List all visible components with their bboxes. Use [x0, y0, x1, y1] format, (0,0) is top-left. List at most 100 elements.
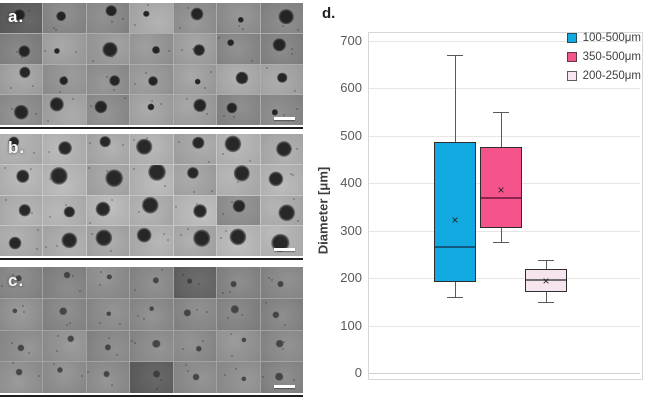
tile-grid-b: [0, 134, 303, 256]
micro-tile: [130, 164, 173, 195]
speckle: [55, 350, 58, 353]
whisker-cap-upper: [538, 260, 554, 262]
speckle: [290, 172, 293, 175]
speckle: [174, 205, 177, 208]
speckle: [240, 313, 243, 316]
speckle: [31, 85, 34, 88]
speckle: [231, 354, 234, 357]
speckle: [276, 237, 279, 240]
speckle: [118, 323, 121, 326]
spheroid-blob: [103, 370, 111, 378]
micro-tile: [173, 195, 217, 226]
mean-marker: ×: [451, 213, 459, 228]
speckle: [156, 387, 159, 390]
spheroid-blob: [136, 227, 152, 243]
micro-tile: [173, 164, 217, 195]
spheroid-blob: [13, 104, 29, 120]
scale-bar-icon: [274, 385, 295, 388]
spheroid-blob: [141, 197, 159, 214]
micro-tile: [173, 226, 217, 256]
spheroid-blob: [19, 66, 31, 79]
spheroid-blob: [58, 140, 73, 155]
micro-tile: [43, 33, 86, 64]
micro-tile: [130, 95, 173, 125]
micro-tile: [217, 298, 260, 330]
speckle: [187, 6, 190, 9]
speckle: [166, 239, 169, 242]
legend-swatch-icon: [566, 71, 577, 81]
spheroid-blob: [63, 206, 76, 218]
plot-frame: [368, 32, 643, 380]
spheroid-blob: [148, 305, 155, 312]
micro-tile: [86, 195, 130, 226]
spheroid-blob: [276, 72, 288, 83]
spheroid-blob: [15, 275, 22, 282]
panel-b: b.: [0, 134, 303, 260]
speckle: [11, 362, 14, 365]
speckle: [35, 248, 38, 251]
micro-tile: [86, 298, 130, 330]
micro-tile: [173, 3, 217, 33]
gridline: [369, 41, 640, 42]
speckle: [233, 116, 236, 119]
speckle: [161, 269, 164, 272]
gridline: [369, 135, 640, 137]
spheroid-blob: [152, 339, 161, 349]
micro-tile: [0, 64, 43, 95]
speckle: [290, 148, 293, 151]
spheroid-blob: [226, 102, 238, 114]
speckle: [111, 383, 114, 386]
mean-marker: ×: [542, 273, 550, 288]
micro-tile: [43, 164, 86, 195]
speckle: [60, 151, 62, 154]
micro-tile: [217, 330, 260, 362]
micro-tile: [0, 226, 43, 256]
speckle: [267, 277, 270, 280]
micro-tile: [260, 226, 303, 256]
spheroid-blob: [230, 280, 238, 288]
spheroid-blob: [15, 169, 30, 183]
spheroid-blob: [186, 278, 193, 284]
speckle: [48, 151, 51, 154]
speckle: [158, 51, 161, 54]
micro-tile: [43, 95, 86, 125]
spheroid-blob: [49, 96, 65, 112]
micro-tile: [260, 267, 303, 298]
spheroid-blob: [50, 166, 69, 185]
speckle: [115, 354, 118, 357]
legend-swatch-icon: [566, 52, 577, 62]
micro-tile: [173, 362, 217, 393]
speckle: [21, 304, 24, 307]
median-line: [481, 196, 521, 199]
y-tick-label: 200: [340, 270, 362, 286]
spheroid-blob: [56, 11, 67, 21]
speckle: [113, 89, 116, 92]
speckle: [1, 284, 4, 287]
legend: 100-500μm 350-500μm 200-250μm: [566, 32, 641, 82]
speckle: [100, 271, 103, 274]
spheroid-blob: [277, 280, 284, 288]
gridline: [369, 278, 640, 280]
micro-tile: [260, 64, 303, 95]
speckle: [43, 50, 46, 53]
speckle: [110, 250, 113, 253]
speckle: [163, 184, 166, 187]
spheroid-blob: [105, 169, 124, 187]
speckle: [198, 283, 201, 286]
speckle: [146, 137, 149, 140]
speckle: [210, 189, 213, 192]
micro-tile: [43, 134, 86, 164]
micro-tile: [43, 267, 86, 298]
speckle: [92, 60, 95, 63]
micro-tile: [260, 3, 303, 33]
y-tick-label: 700: [340, 33, 362, 48]
spheroid-blob: [192, 44, 205, 56]
spheroid-blob: [95, 201, 111, 217]
spheroid-blob: [18, 45, 31, 58]
speckle: [227, 316, 230, 319]
speckle: [80, 374, 83, 377]
micro-tile: [260, 298, 303, 330]
micro-tile: [86, 330, 130, 362]
speckle: [181, 348, 184, 351]
micro-tile: [173, 33, 217, 64]
